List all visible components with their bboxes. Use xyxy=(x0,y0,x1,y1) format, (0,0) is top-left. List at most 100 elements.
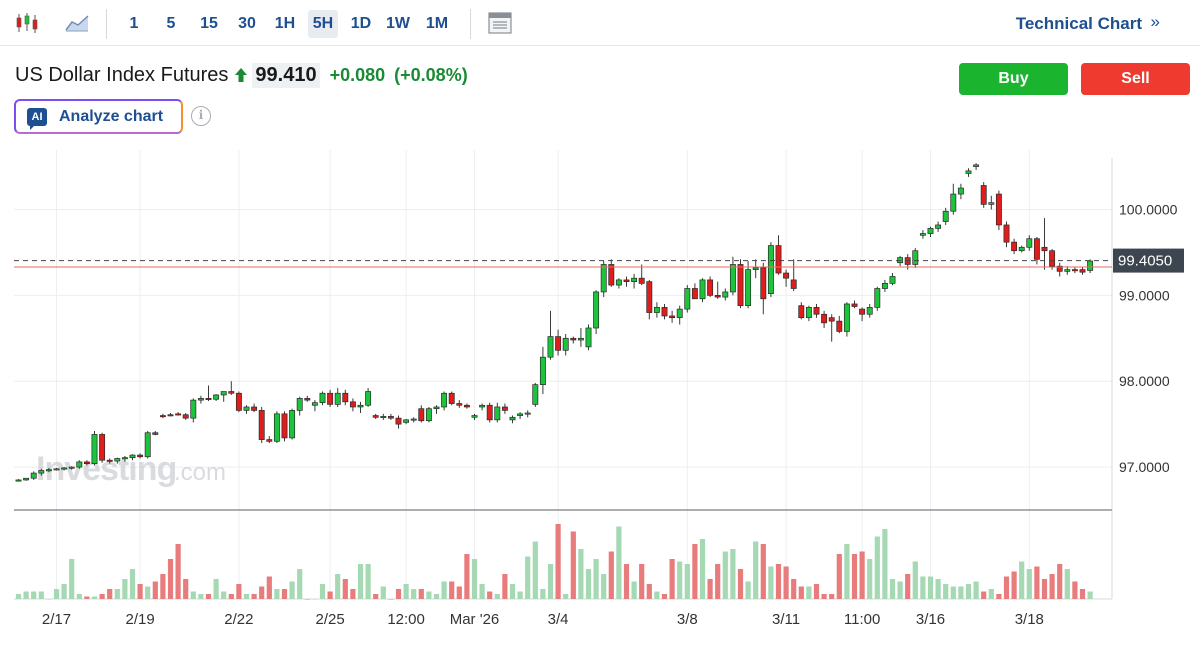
candle-body xyxy=(220,391,227,396)
candle xyxy=(653,302,660,318)
volume-bar xyxy=(61,584,67,599)
timeframe-1[interactable]: 1 xyxy=(129,15,139,32)
candle-body xyxy=(289,410,296,439)
y-tick-label: 97.0000 xyxy=(1119,459,1170,475)
volume-bar xyxy=(243,594,250,599)
candle-body xyxy=(152,432,159,435)
candle-body xyxy=(760,267,767,300)
candle xyxy=(365,388,372,407)
analyze-chart-button[interactable]: AI Analyze chart xyxy=(14,99,183,134)
volume-bar xyxy=(525,556,531,599)
candle xyxy=(555,329,562,356)
candle-body xyxy=(653,307,660,313)
candle xyxy=(403,418,410,425)
candle-body xyxy=(365,391,372,406)
candle xyxy=(729,256,736,296)
price-chart[interactable]: Investing.com 99.4050 100.0000 99.0000 98.… xyxy=(0,150,1200,630)
volume-bar xyxy=(380,586,386,599)
candle xyxy=(600,261,607,298)
candle xyxy=(456,400,463,408)
double-chevron-right-icon[interactable]: » xyxy=(1150,12,1160,31)
candle xyxy=(273,411,280,444)
info-icon[interactable]: i xyxy=(191,106,211,126)
candle xyxy=(1071,267,1078,274)
candle-body xyxy=(866,307,873,315)
volume-bar xyxy=(646,584,652,599)
candle-body xyxy=(995,193,1002,226)
volume-bar xyxy=(23,591,29,599)
volume-bar xyxy=(988,589,994,599)
candle-body xyxy=(729,264,736,293)
candle-body xyxy=(296,398,303,411)
candle-body xyxy=(1018,246,1025,252)
candle-body xyxy=(121,457,128,460)
y-tick-label: 98.0000 xyxy=(1119,373,1170,389)
candles xyxy=(15,163,1094,482)
area-chart-icon[interactable] xyxy=(62,9,92,37)
volume-bar xyxy=(1041,579,1048,599)
volume-bar xyxy=(775,564,782,599)
volume-bar xyxy=(935,579,941,599)
sell-button[interactable]: Sell xyxy=(1081,63,1190,95)
candle xyxy=(805,305,812,322)
candle xyxy=(121,455,128,462)
volume-bar xyxy=(1064,569,1070,599)
volume-bar xyxy=(289,581,295,599)
volume-bar xyxy=(312,599,318,600)
volume-bar xyxy=(722,551,728,599)
candle-body xyxy=(456,403,463,406)
candle-body xyxy=(714,295,721,298)
candle xyxy=(859,307,866,322)
candle-body xyxy=(767,245,774,294)
chart-settings-icon[interactable] xyxy=(485,9,515,37)
candle-body xyxy=(418,408,425,422)
buy-button[interactable]: Buy xyxy=(959,63,1068,95)
volume-bar xyxy=(1057,564,1063,599)
volume-bar xyxy=(753,541,759,599)
candle-body xyxy=(1033,238,1040,260)
timeframe-30[interactable]: 30 xyxy=(238,15,256,32)
candle xyxy=(30,471,37,480)
candle xyxy=(524,410,531,418)
candle xyxy=(319,391,326,406)
candle xyxy=(760,262,767,315)
volume-bar xyxy=(479,584,485,599)
volume-bar xyxy=(327,591,333,599)
timeframe-15[interactable]: 15 xyxy=(200,15,218,32)
candle xyxy=(767,242,774,298)
candle xyxy=(874,286,881,311)
candle-body xyxy=(1049,250,1056,267)
volume-bar xyxy=(1003,576,1010,599)
timeframe-5[interactable]: 5 xyxy=(166,15,176,32)
volume-bar xyxy=(623,564,630,599)
timeframe-1d[interactable]: 1D xyxy=(350,15,372,32)
instrument-name: US Dollar Index Futures xyxy=(15,63,229,86)
candle xyxy=(775,235,782,275)
timeframe-1h[interactable]: 1H xyxy=(274,15,296,32)
last-price-label-bg xyxy=(1113,248,1184,273)
candlestick-icon[interactable] xyxy=(12,9,42,37)
volume-bar xyxy=(441,581,447,599)
technical-chart-link[interactable]: Technical Chart xyxy=(1015,14,1142,33)
volume-bar xyxy=(555,524,561,599)
candle-body xyxy=(380,416,387,418)
candle xyxy=(691,283,698,300)
timeframe-5h[interactable]: 5H xyxy=(308,10,338,38)
candle xyxy=(1064,266,1071,275)
timeframe-1w[interactable]: 1W xyxy=(386,15,410,32)
candle-body xyxy=(676,308,683,319)
x-tick-label: 3/4 xyxy=(548,611,569,628)
volume-bar xyxy=(46,599,52,600)
candle-body xyxy=(684,288,691,310)
candle-body xyxy=(1079,269,1086,273)
candle xyxy=(881,279,888,292)
last-price-label: 99.4050 xyxy=(1118,253,1172,270)
volume-bar xyxy=(373,594,379,599)
volume-bar xyxy=(737,569,744,599)
timeframe-1m[interactable]: 1M xyxy=(425,15,449,32)
candle-body xyxy=(228,391,235,394)
candle xyxy=(418,405,425,423)
volume-bar xyxy=(91,596,98,599)
candle-body xyxy=(387,416,394,419)
volume-bar xyxy=(996,594,1002,599)
